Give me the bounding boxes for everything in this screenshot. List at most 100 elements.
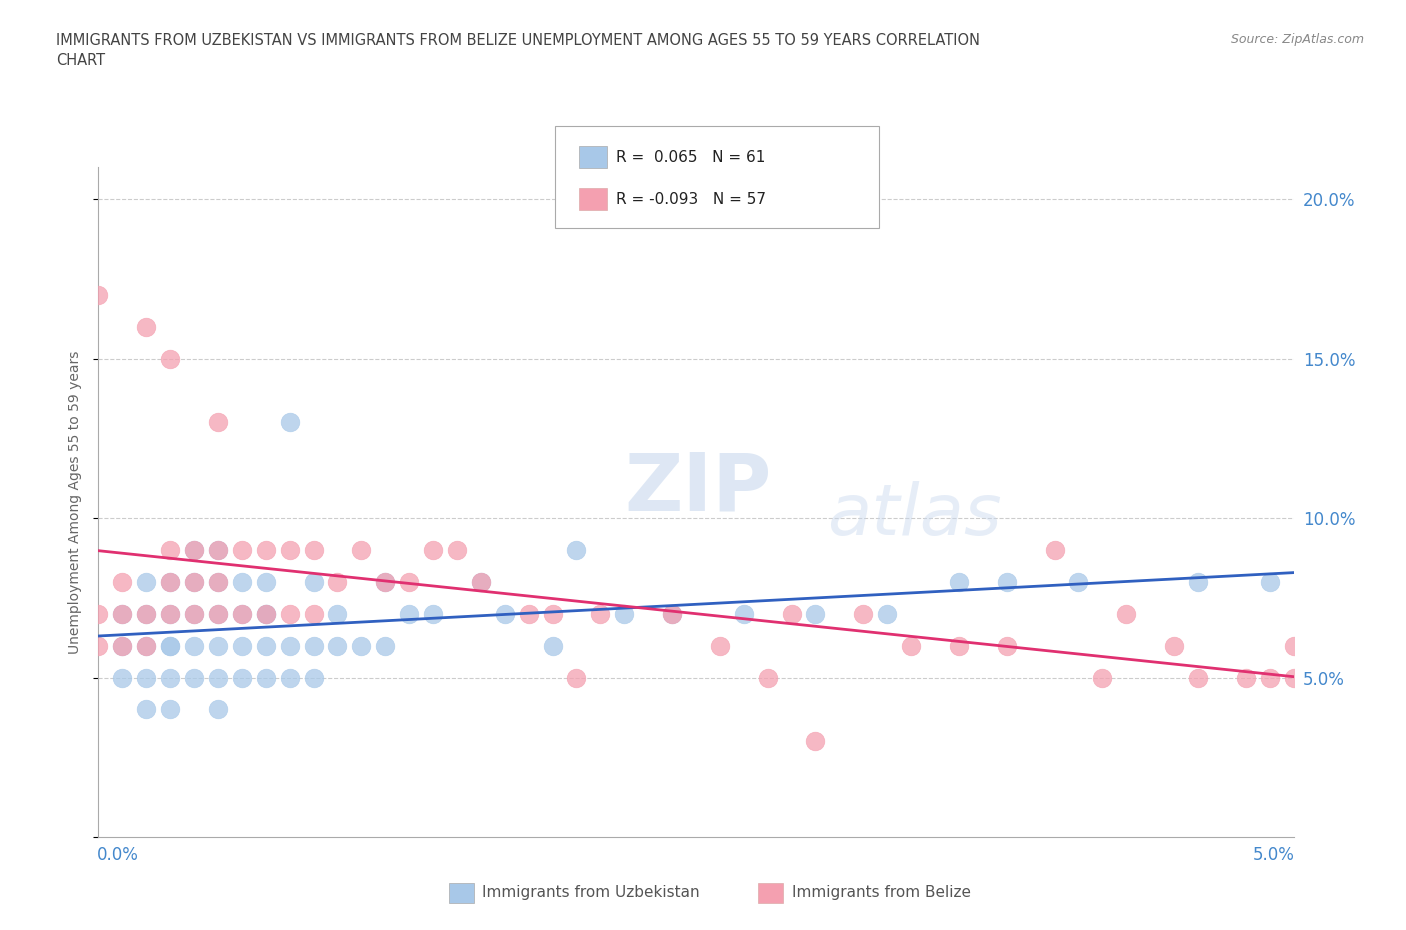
Point: [398, 606, 420, 621]
Point: [326, 606, 349, 621]
Point: [159, 606, 181, 621]
Point: [422, 606, 444, 621]
Point: [183, 606, 205, 621]
Point: [804, 606, 827, 621]
Point: [374, 638, 396, 653]
Point: [1115, 606, 1137, 621]
Point: [302, 575, 325, 590]
Point: [1091, 671, 1114, 685]
Point: [183, 542, 205, 557]
Point: [207, 702, 229, 717]
Text: Immigrants from Uzbekistan: Immigrants from Uzbekistan: [482, 885, 700, 900]
Point: [254, 638, 277, 653]
Point: [517, 606, 540, 621]
Point: [446, 542, 468, 557]
Point: [183, 606, 205, 621]
Point: [541, 638, 564, 653]
Point: [1282, 671, 1305, 685]
Point: [207, 575, 229, 590]
Point: [207, 415, 229, 430]
Y-axis label: Unemployment Among Ages 55 to 59 years: Unemployment Among Ages 55 to 59 years: [69, 351, 83, 654]
Point: [565, 671, 588, 685]
Point: [278, 542, 301, 557]
Point: [207, 606, 229, 621]
Point: [111, 575, 134, 590]
Point: [135, 319, 157, 334]
Point: [804, 734, 827, 749]
Point: [254, 606, 277, 621]
Point: [135, 702, 157, 717]
Point: [183, 671, 205, 685]
Point: [1234, 671, 1257, 685]
Point: [326, 575, 349, 590]
Point: [613, 606, 636, 621]
Point: [207, 542, 229, 557]
Point: [1187, 671, 1209, 685]
Point: [207, 638, 229, 653]
Point: [302, 606, 325, 621]
Point: [1258, 671, 1281, 685]
Point: [709, 638, 731, 653]
Point: [254, 606, 277, 621]
Point: [661, 606, 683, 621]
Point: [254, 575, 277, 590]
Point: [254, 671, 277, 685]
Point: [302, 638, 325, 653]
Point: [350, 542, 373, 557]
Point: [87, 606, 110, 621]
Point: [231, 542, 253, 557]
Point: [350, 638, 373, 653]
Point: [661, 606, 683, 621]
Point: [183, 638, 205, 653]
Point: [1163, 638, 1185, 653]
Point: [231, 606, 253, 621]
Point: [231, 606, 253, 621]
Point: [302, 671, 325, 685]
Point: [159, 702, 181, 717]
Point: [470, 575, 492, 590]
Point: [111, 606, 134, 621]
Point: [159, 638, 181, 653]
Point: [589, 606, 612, 621]
Text: R =  0.065   N = 61: R = 0.065 N = 61: [616, 150, 765, 165]
Point: [733, 606, 755, 621]
Point: [374, 575, 396, 590]
Point: [254, 606, 277, 621]
Point: [326, 638, 349, 653]
Point: [111, 606, 134, 621]
Point: [278, 638, 301, 653]
Point: [207, 542, 229, 557]
Point: [876, 606, 898, 621]
Point: [111, 638, 134, 653]
Point: [398, 575, 420, 590]
Point: [183, 575, 205, 590]
Point: [541, 606, 564, 621]
Text: R = -0.093   N = 57: R = -0.093 N = 57: [616, 192, 766, 206]
Point: [422, 542, 444, 557]
Point: [1067, 575, 1090, 590]
Point: [159, 606, 181, 621]
Point: [948, 575, 970, 590]
Point: [1258, 575, 1281, 590]
Point: [278, 671, 301, 685]
Text: IMMIGRANTS FROM UZBEKISTAN VS IMMIGRANTS FROM BELIZE UNEMPLOYMENT AMONG AGES 55 : IMMIGRANTS FROM UZBEKISTAN VS IMMIGRANTS…: [56, 33, 980, 47]
Point: [159, 542, 181, 557]
Point: [135, 575, 157, 590]
Point: [900, 638, 922, 653]
Text: Source: ZipAtlas.com: Source: ZipAtlas.com: [1230, 33, 1364, 46]
Point: [278, 606, 301, 621]
Point: [135, 606, 157, 621]
Point: [995, 575, 1018, 590]
Point: [159, 575, 181, 590]
Point: [565, 542, 588, 557]
Point: [231, 671, 253, 685]
Point: [135, 638, 157, 653]
Point: [207, 671, 229, 685]
Point: [135, 638, 157, 653]
Point: [231, 575, 253, 590]
Point: [207, 606, 229, 621]
Point: [87, 638, 110, 653]
Point: [159, 671, 181, 685]
Text: CHART: CHART: [56, 53, 105, 68]
Point: [87, 287, 110, 302]
